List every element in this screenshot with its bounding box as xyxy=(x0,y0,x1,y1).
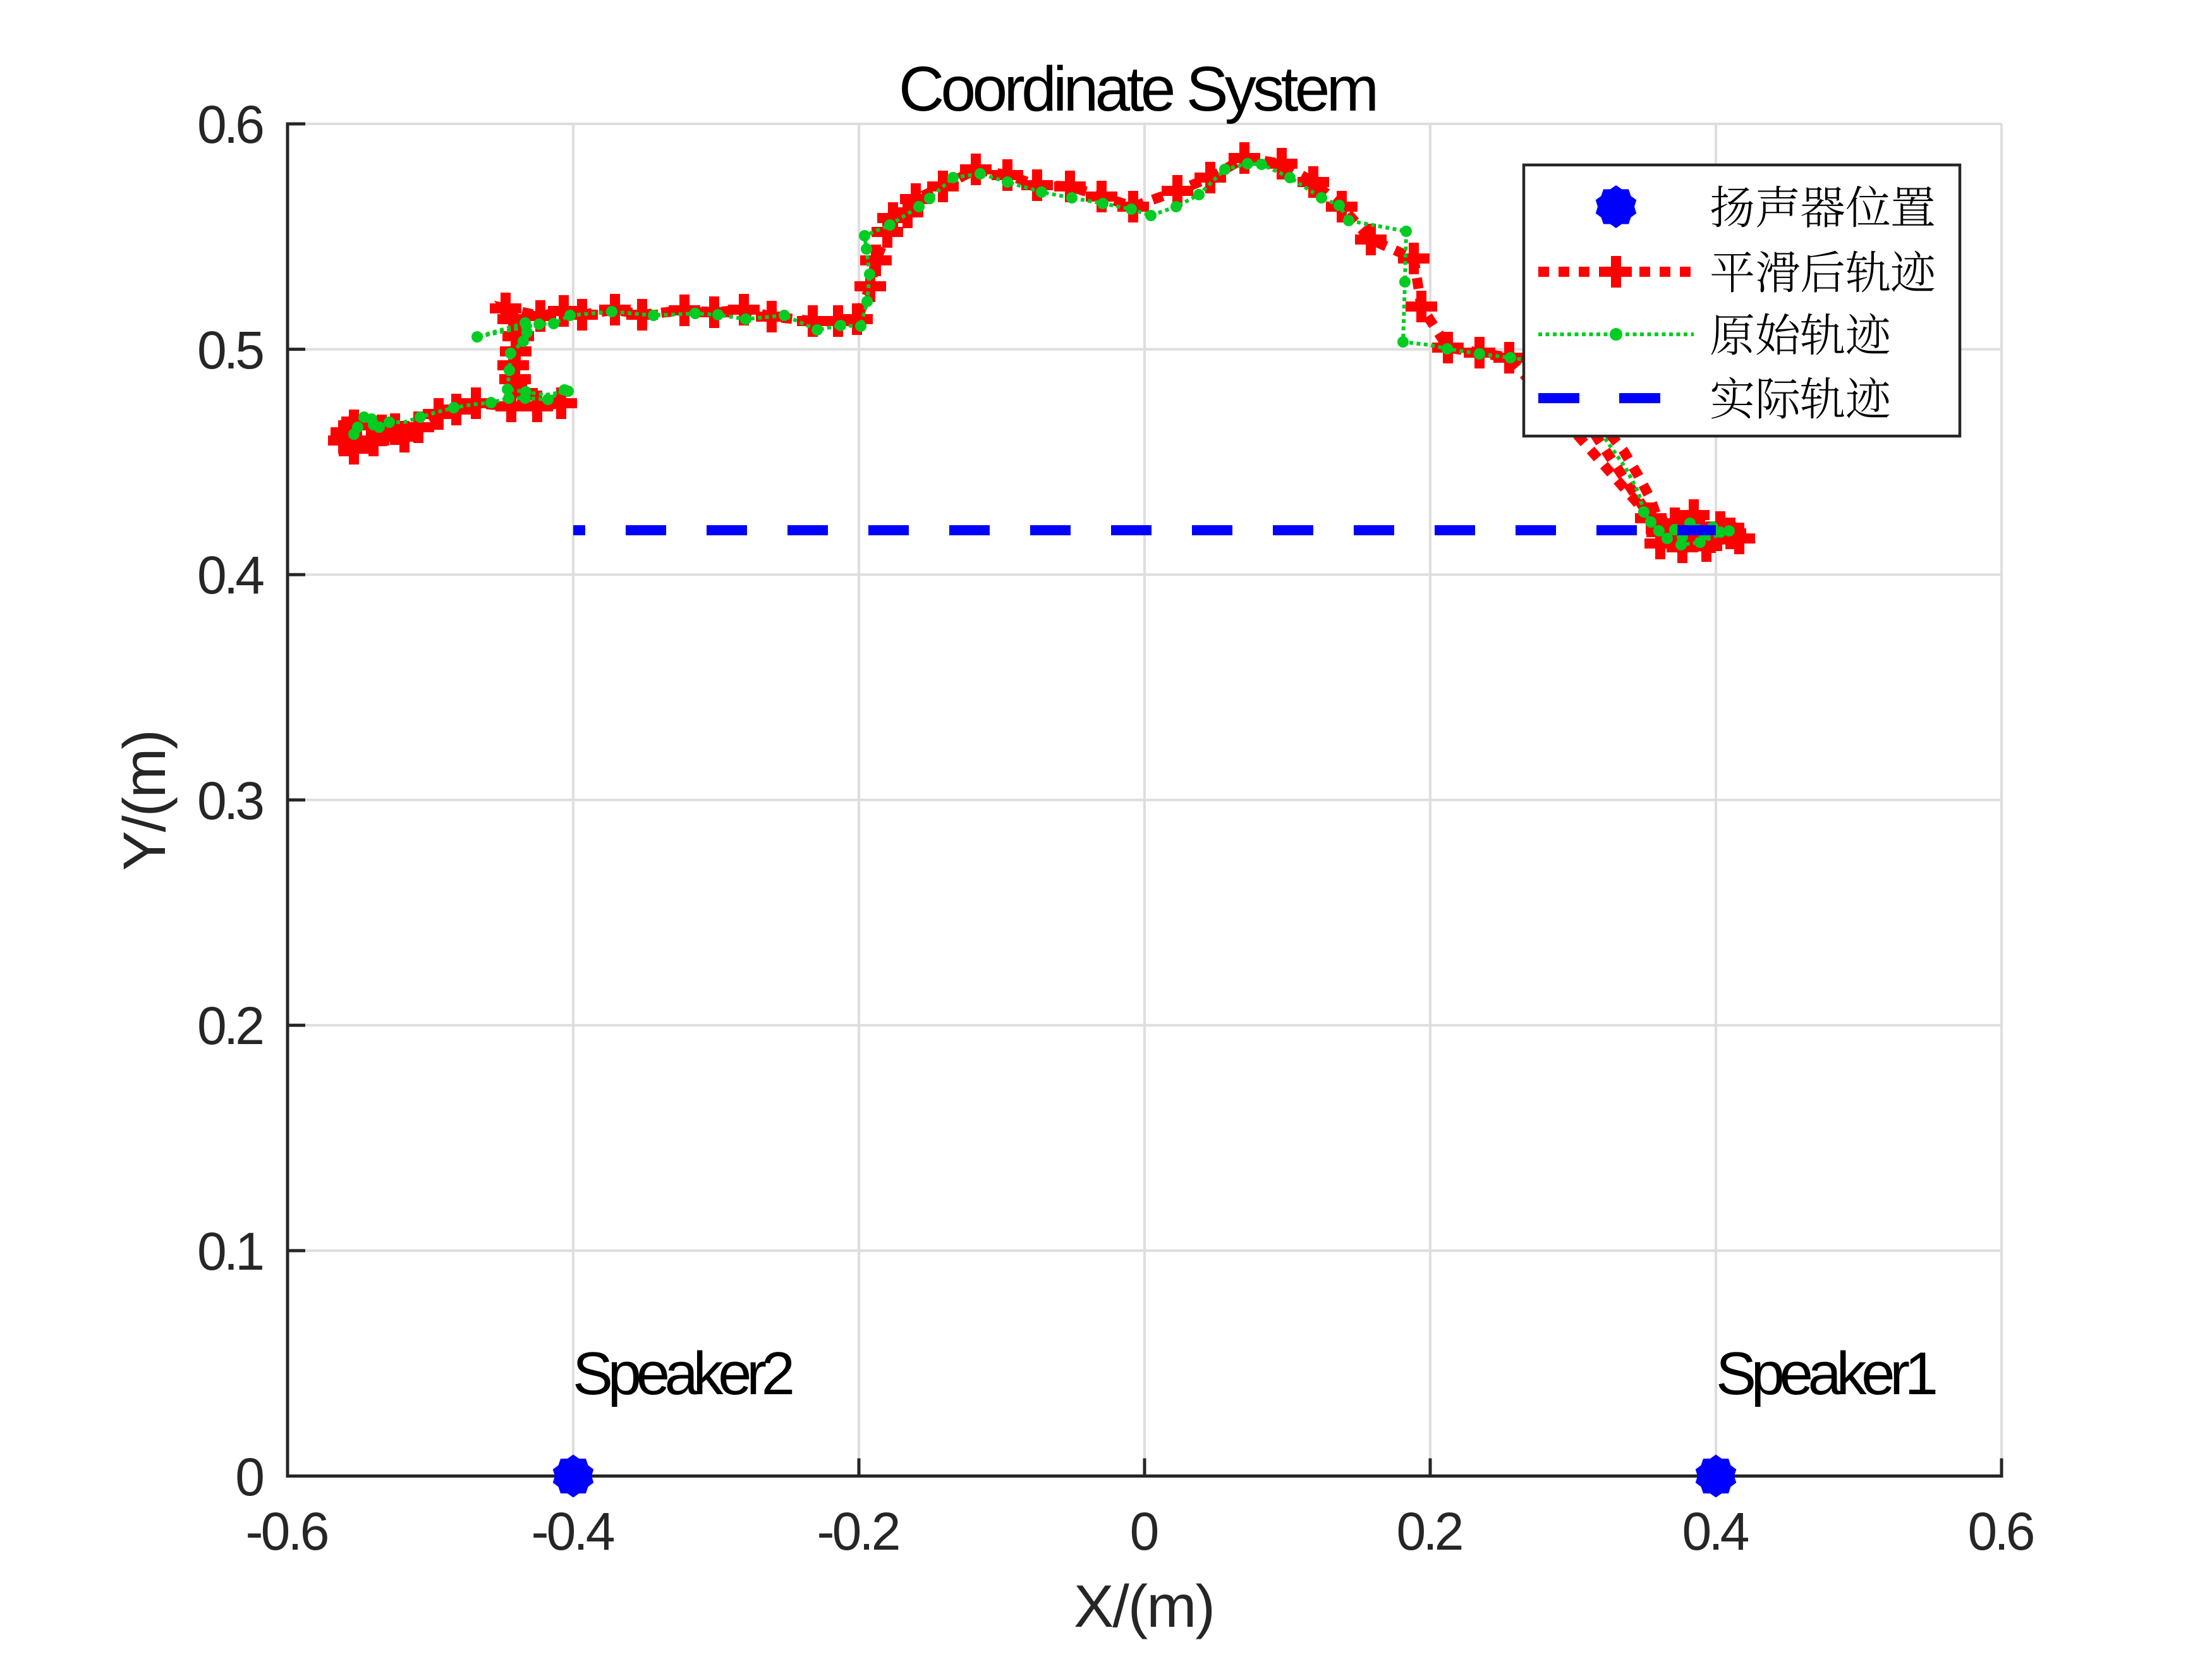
svg-text:-0.2: -0.2 xyxy=(817,1502,901,1561)
svg-text:Speaker1: Speaker1 xyxy=(1716,1340,1938,1407)
svg-text:0.6: 0.6 xyxy=(197,95,265,154)
svg-text:-0.6: -0.6 xyxy=(246,1502,330,1561)
svg-text:Coordinate System: Coordinate System xyxy=(899,54,1379,125)
svg-text:0.4: 0.4 xyxy=(1682,1502,1750,1561)
svg-text:0.4: 0.4 xyxy=(197,545,265,605)
svg-text:Y/(m): Y/(m) xyxy=(111,729,178,871)
svg-text:0.6: 0.6 xyxy=(1968,1502,2036,1561)
svg-text:0.3: 0.3 xyxy=(197,771,265,830)
svg-text:Speaker2: Speaker2 xyxy=(573,1340,795,1407)
svg-text:X/(m): X/(m) xyxy=(1074,1573,1215,1640)
svg-text:0.5: 0.5 xyxy=(197,320,265,380)
svg-text:0.2: 0.2 xyxy=(197,996,265,1055)
svg-text:0: 0 xyxy=(235,1447,265,1507)
svg-text:0.2: 0.2 xyxy=(1397,1502,1464,1561)
svg-text:0.1: 0.1 xyxy=(197,1222,265,1281)
svg-text:-0.4: -0.4 xyxy=(532,1502,616,1561)
svg-text:0: 0 xyxy=(1130,1502,1160,1561)
